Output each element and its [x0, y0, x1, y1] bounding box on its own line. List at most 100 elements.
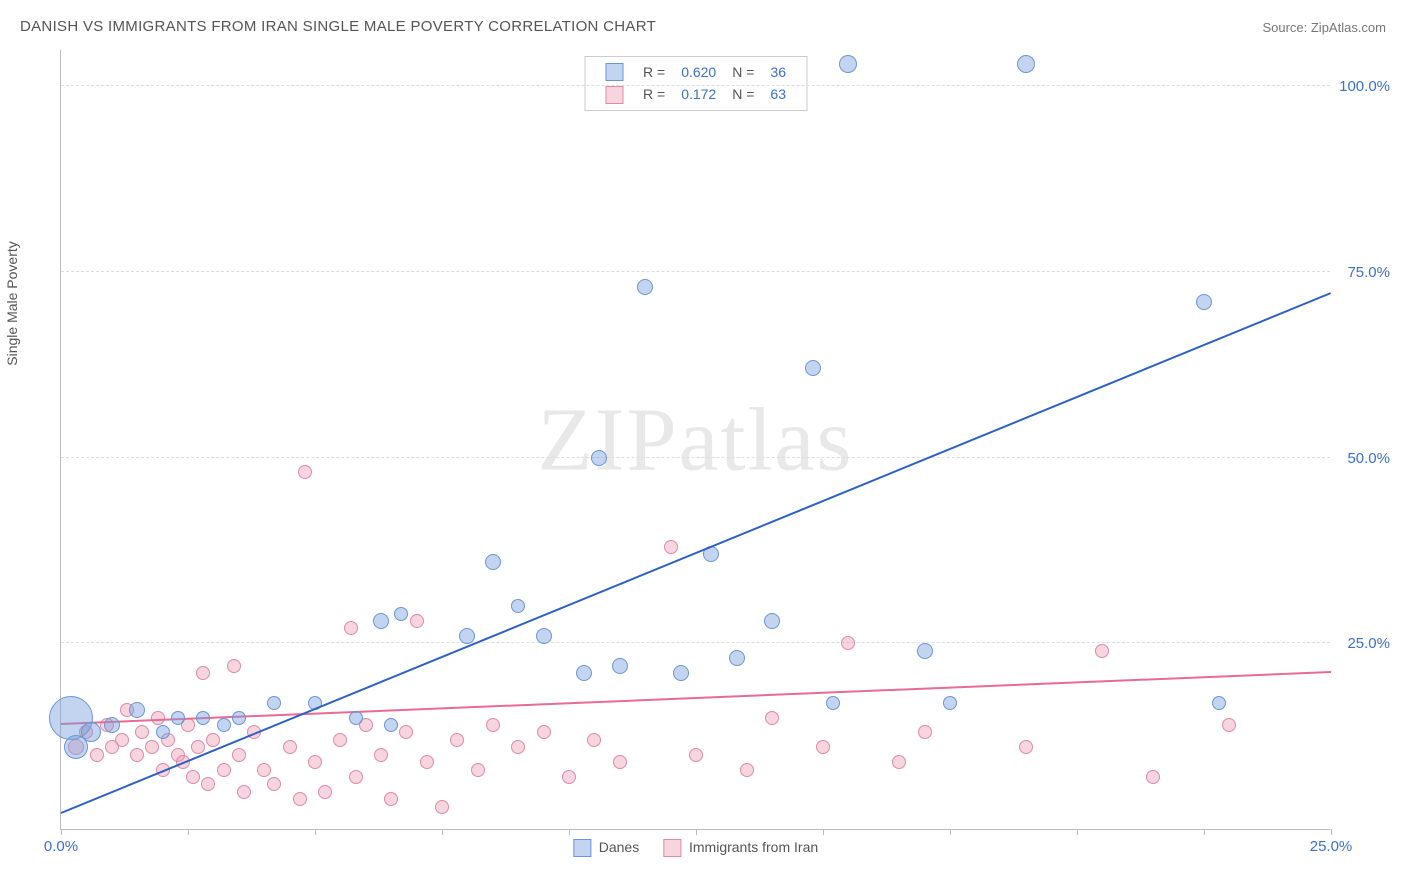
swatch-iran-icon [663, 839, 681, 857]
data-point-iran [151, 711, 165, 725]
data-point-iran [892, 755, 906, 769]
data-point-danes [943, 696, 957, 710]
data-point-danes [729, 650, 745, 666]
data-point-danes [591, 450, 607, 466]
data-point-iran [333, 733, 347, 747]
x-tick [1077, 829, 1078, 835]
data-point-iran [435, 800, 449, 814]
data-point-danes [81, 722, 101, 742]
data-point-iran [740, 763, 754, 777]
data-point-danes [217, 718, 231, 732]
data-point-danes [805, 360, 821, 376]
data-point-danes [1017, 55, 1035, 73]
data-point-iran [1146, 770, 1160, 784]
data-point-iran [816, 740, 830, 754]
data-point-danes [394, 607, 408, 621]
series-legend: Danes Immigrants from Iran [563, 839, 828, 857]
n-value-danes: 36 [762, 61, 794, 83]
data-point-danes [1212, 696, 1226, 710]
data-point-iran [191, 740, 205, 754]
x-tick [1331, 829, 1332, 835]
x-tick [823, 829, 824, 835]
source-name: ZipAtlas.com [1311, 20, 1386, 35]
data-point-iran [293, 792, 307, 806]
gridline [61, 271, 1330, 272]
legend-item-danes: Danes [573, 839, 639, 857]
x-tick [950, 829, 951, 835]
data-point-danes [576, 665, 592, 681]
swatch-iran [605, 86, 623, 104]
data-point-iran [227, 659, 241, 673]
y-tick-label: 100.0% [1339, 78, 1390, 95]
x-tick [61, 829, 62, 835]
data-point-iran [384, 792, 398, 806]
data-point-iran [399, 725, 413, 739]
data-point-iran [308, 755, 322, 769]
data-point-iran [486, 718, 500, 732]
trendline-iran [61, 671, 1331, 725]
data-point-danes [171, 711, 185, 725]
source-attribution: Source: ZipAtlas.com [1262, 20, 1386, 35]
data-point-iran [613, 755, 627, 769]
x-tick [188, 829, 189, 835]
data-point-iran [201, 777, 215, 791]
data-point-iran [115, 733, 129, 747]
data-point-iran [135, 725, 149, 739]
data-point-danes [485, 554, 501, 570]
data-point-iran [186, 770, 200, 784]
x-tick-label: 0.0% [44, 838, 78, 855]
gridline [61, 642, 1330, 643]
x-tick [696, 829, 697, 835]
y-tick-label: 25.0% [1347, 635, 1390, 652]
data-point-iran [298, 465, 312, 479]
plot-area: ZIPatlas R = 0.620 N = 36 R = 0.172 N = … [60, 50, 1330, 830]
data-point-iran [283, 740, 297, 754]
watermark: ZIPatlas [538, 388, 854, 491]
data-point-danes [349, 711, 363, 725]
swatch-danes [605, 63, 623, 81]
data-point-iran [232, 748, 246, 762]
data-point-iran [1222, 718, 1236, 732]
data-point-iran [344, 621, 358, 635]
gridline [61, 457, 1330, 458]
data-point-iran [562, 770, 576, 784]
data-point-iran [410, 614, 424, 628]
x-tick [1204, 829, 1205, 835]
legend-row-iran: R = 0.172 N = 63 [597, 83, 794, 105]
r-value-danes: 0.620 [673, 61, 724, 83]
data-point-iran [217, 763, 231, 777]
y-tick-label: 75.0% [1347, 264, 1390, 281]
data-point-iran [267, 777, 281, 791]
gridline [61, 85, 1330, 86]
data-point-danes [459, 628, 475, 644]
data-point-iran [420, 755, 434, 769]
x-tick [315, 829, 316, 835]
data-point-iran [1095, 644, 1109, 658]
data-point-iran [765, 711, 779, 725]
data-point-danes [267, 696, 281, 710]
legend-row-danes: R = 0.620 N = 36 [597, 61, 794, 83]
data-point-danes [536, 628, 552, 644]
x-tick-label: 25.0% [1310, 838, 1353, 855]
data-point-iran [349, 770, 363, 784]
data-point-danes [232, 711, 246, 725]
data-point-iran [587, 733, 601, 747]
data-point-danes [839, 55, 857, 73]
r-value-iran: 0.172 [673, 83, 724, 105]
data-point-iran [471, 763, 485, 777]
x-tick [442, 829, 443, 835]
data-point-danes [612, 658, 628, 674]
data-point-danes [1196, 294, 1212, 310]
data-point-iran [145, 740, 159, 754]
data-point-danes [917, 643, 933, 659]
swatch-danes-icon [573, 839, 591, 857]
correlation-chart: DANISH VS IMMIGRANTS FROM IRAN SINGLE MA… [0, 0, 1406, 892]
legend-label-iran: Immigrants from Iran [689, 839, 818, 855]
data-point-iran [196, 666, 210, 680]
data-point-danes [129, 702, 145, 718]
: R = [635, 61, 673, 83]
data-point-iran [237, 785, 251, 799]
data-point-iran [206, 733, 220, 747]
data-point-iran [664, 540, 678, 554]
y-axis-title: Single Male Poverty [4, 241, 20, 366]
